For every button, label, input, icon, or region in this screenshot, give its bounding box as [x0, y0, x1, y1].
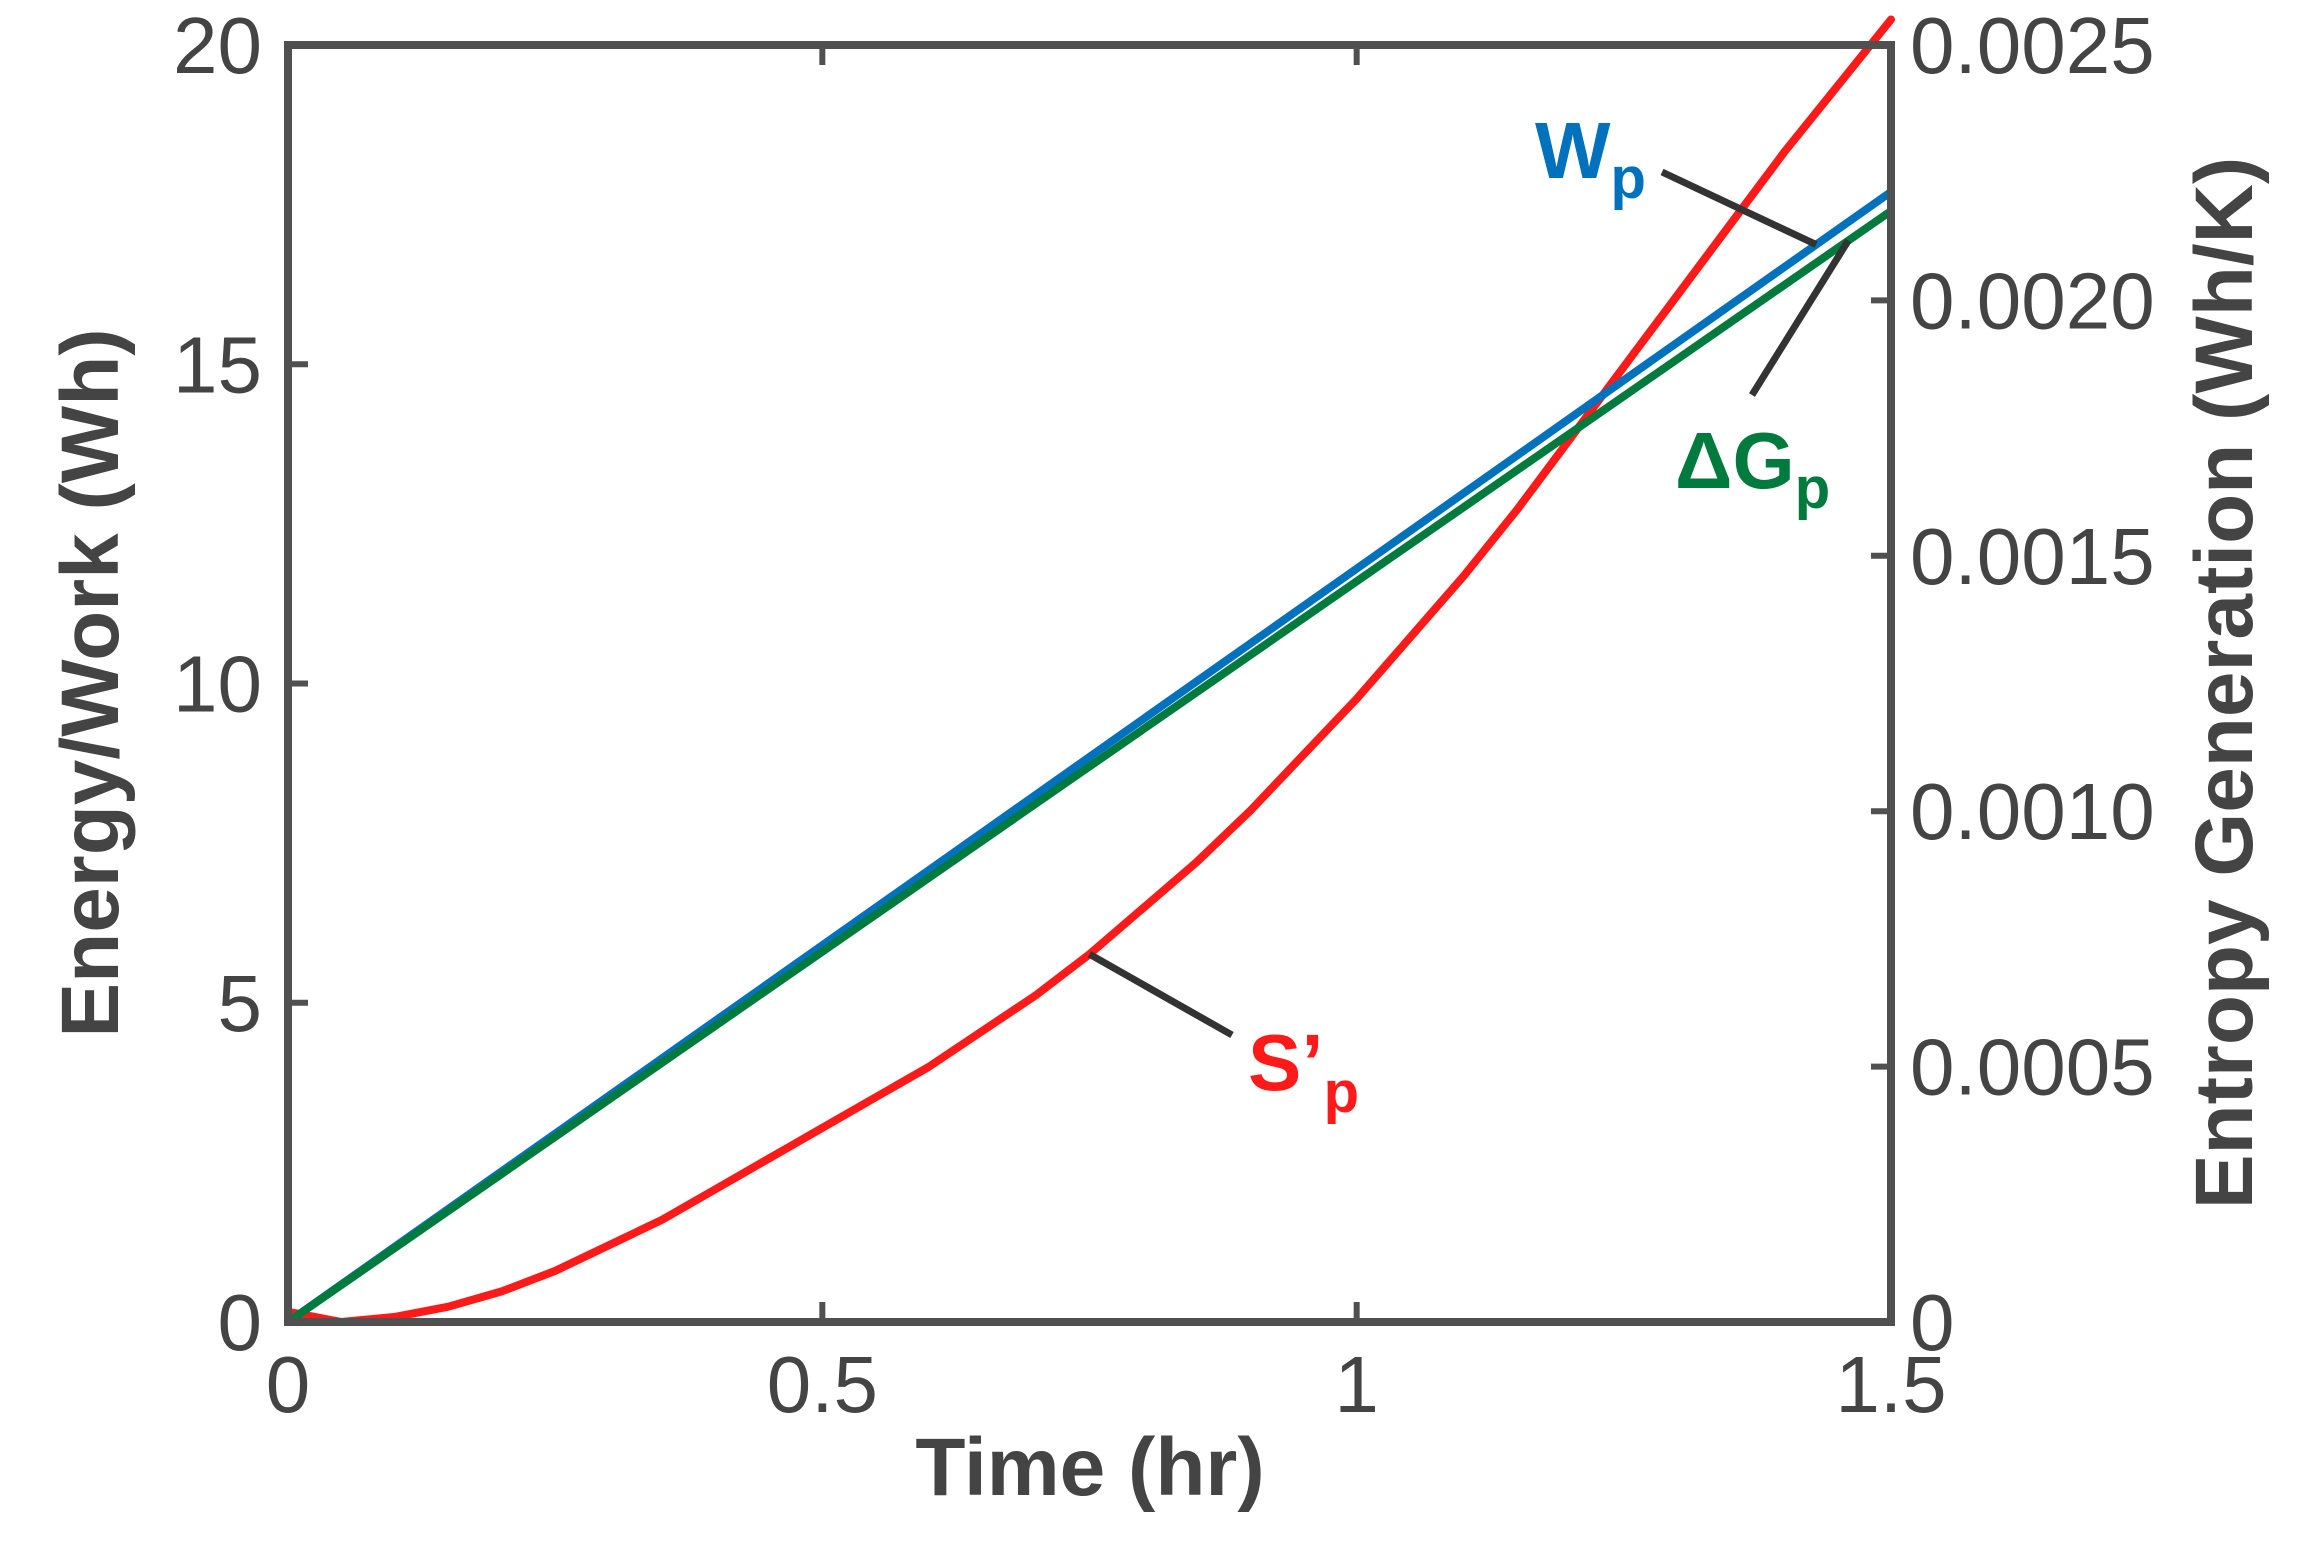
y-axis-title: Energy/Work (Wh) — [45, 328, 136, 1037]
y2-tick-label: 0.0005 — [1910, 1023, 2155, 1112]
y2-tick-label: 0 — [1910, 1278, 1955, 1367]
series-line-sp — [284, 15, 1895, 1326]
axis-ticks — [285, 42, 1894, 1325]
callout-line-sp — [1087, 951, 1234, 1039]
series-label-wp: Wp — [1535, 106, 1646, 211]
callout-lines — [1087, 168, 1852, 1039]
series-label-delta-gp: ΔGp — [1675, 416, 1830, 521]
series-label-sp: S’p — [1248, 1018, 1359, 1125]
y-tick-label: 0 — [218, 1278, 263, 1367]
x-axis-tick-labels: 0 0.5 1 1.5 — [266, 1340, 1947, 1429]
y2-axis-title: Entropy Generation (Wh/K) — [2179, 157, 2270, 1209]
y2-axis-tick-labels: 0 0.0005 0.0010 0.0015 0.0020 0.0025 — [1910, 1, 2155, 1367]
y-tick-label: 5 — [218, 959, 263, 1048]
x-tick-label: 1 — [1334, 1340, 1379, 1429]
y2-tick-label: 0.0015 — [1910, 512, 2155, 601]
callout-line-delta-gp — [1749, 238, 1852, 397]
x-tick-label: 0.5 — [767, 1340, 878, 1429]
y2-tick-label: 0.0010 — [1910, 767, 2155, 856]
callout-line-wp — [1660, 168, 1818, 248]
series-lines — [284, 15, 1895, 1326]
y-tick-label: 20 — [173, 1, 262, 90]
y-tick-label: 10 — [173, 640, 262, 729]
y-axis-tick-labels: 0 5 10 15 20 — [173, 1, 262, 1367]
y2-tick-label: 0.0025 — [1910, 1, 2155, 90]
x-tick-label: 1.5 — [1835, 1340, 1946, 1429]
y-tick-label: 15 — [173, 320, 262, 409]
x-axis-title: Time (hr) — [915, 1422, 1264, 1513]
y2-tick-label: 0.0020 — [1910, 256, 2155, 345]
series-labels: Wp ΔGp S’p — [1248, 106, 1830, 1125]
series-line-delta-gp — [284, 207, 1895, 1326]
x-tick-label: 0 — [266, 1340, 311, 1429]
